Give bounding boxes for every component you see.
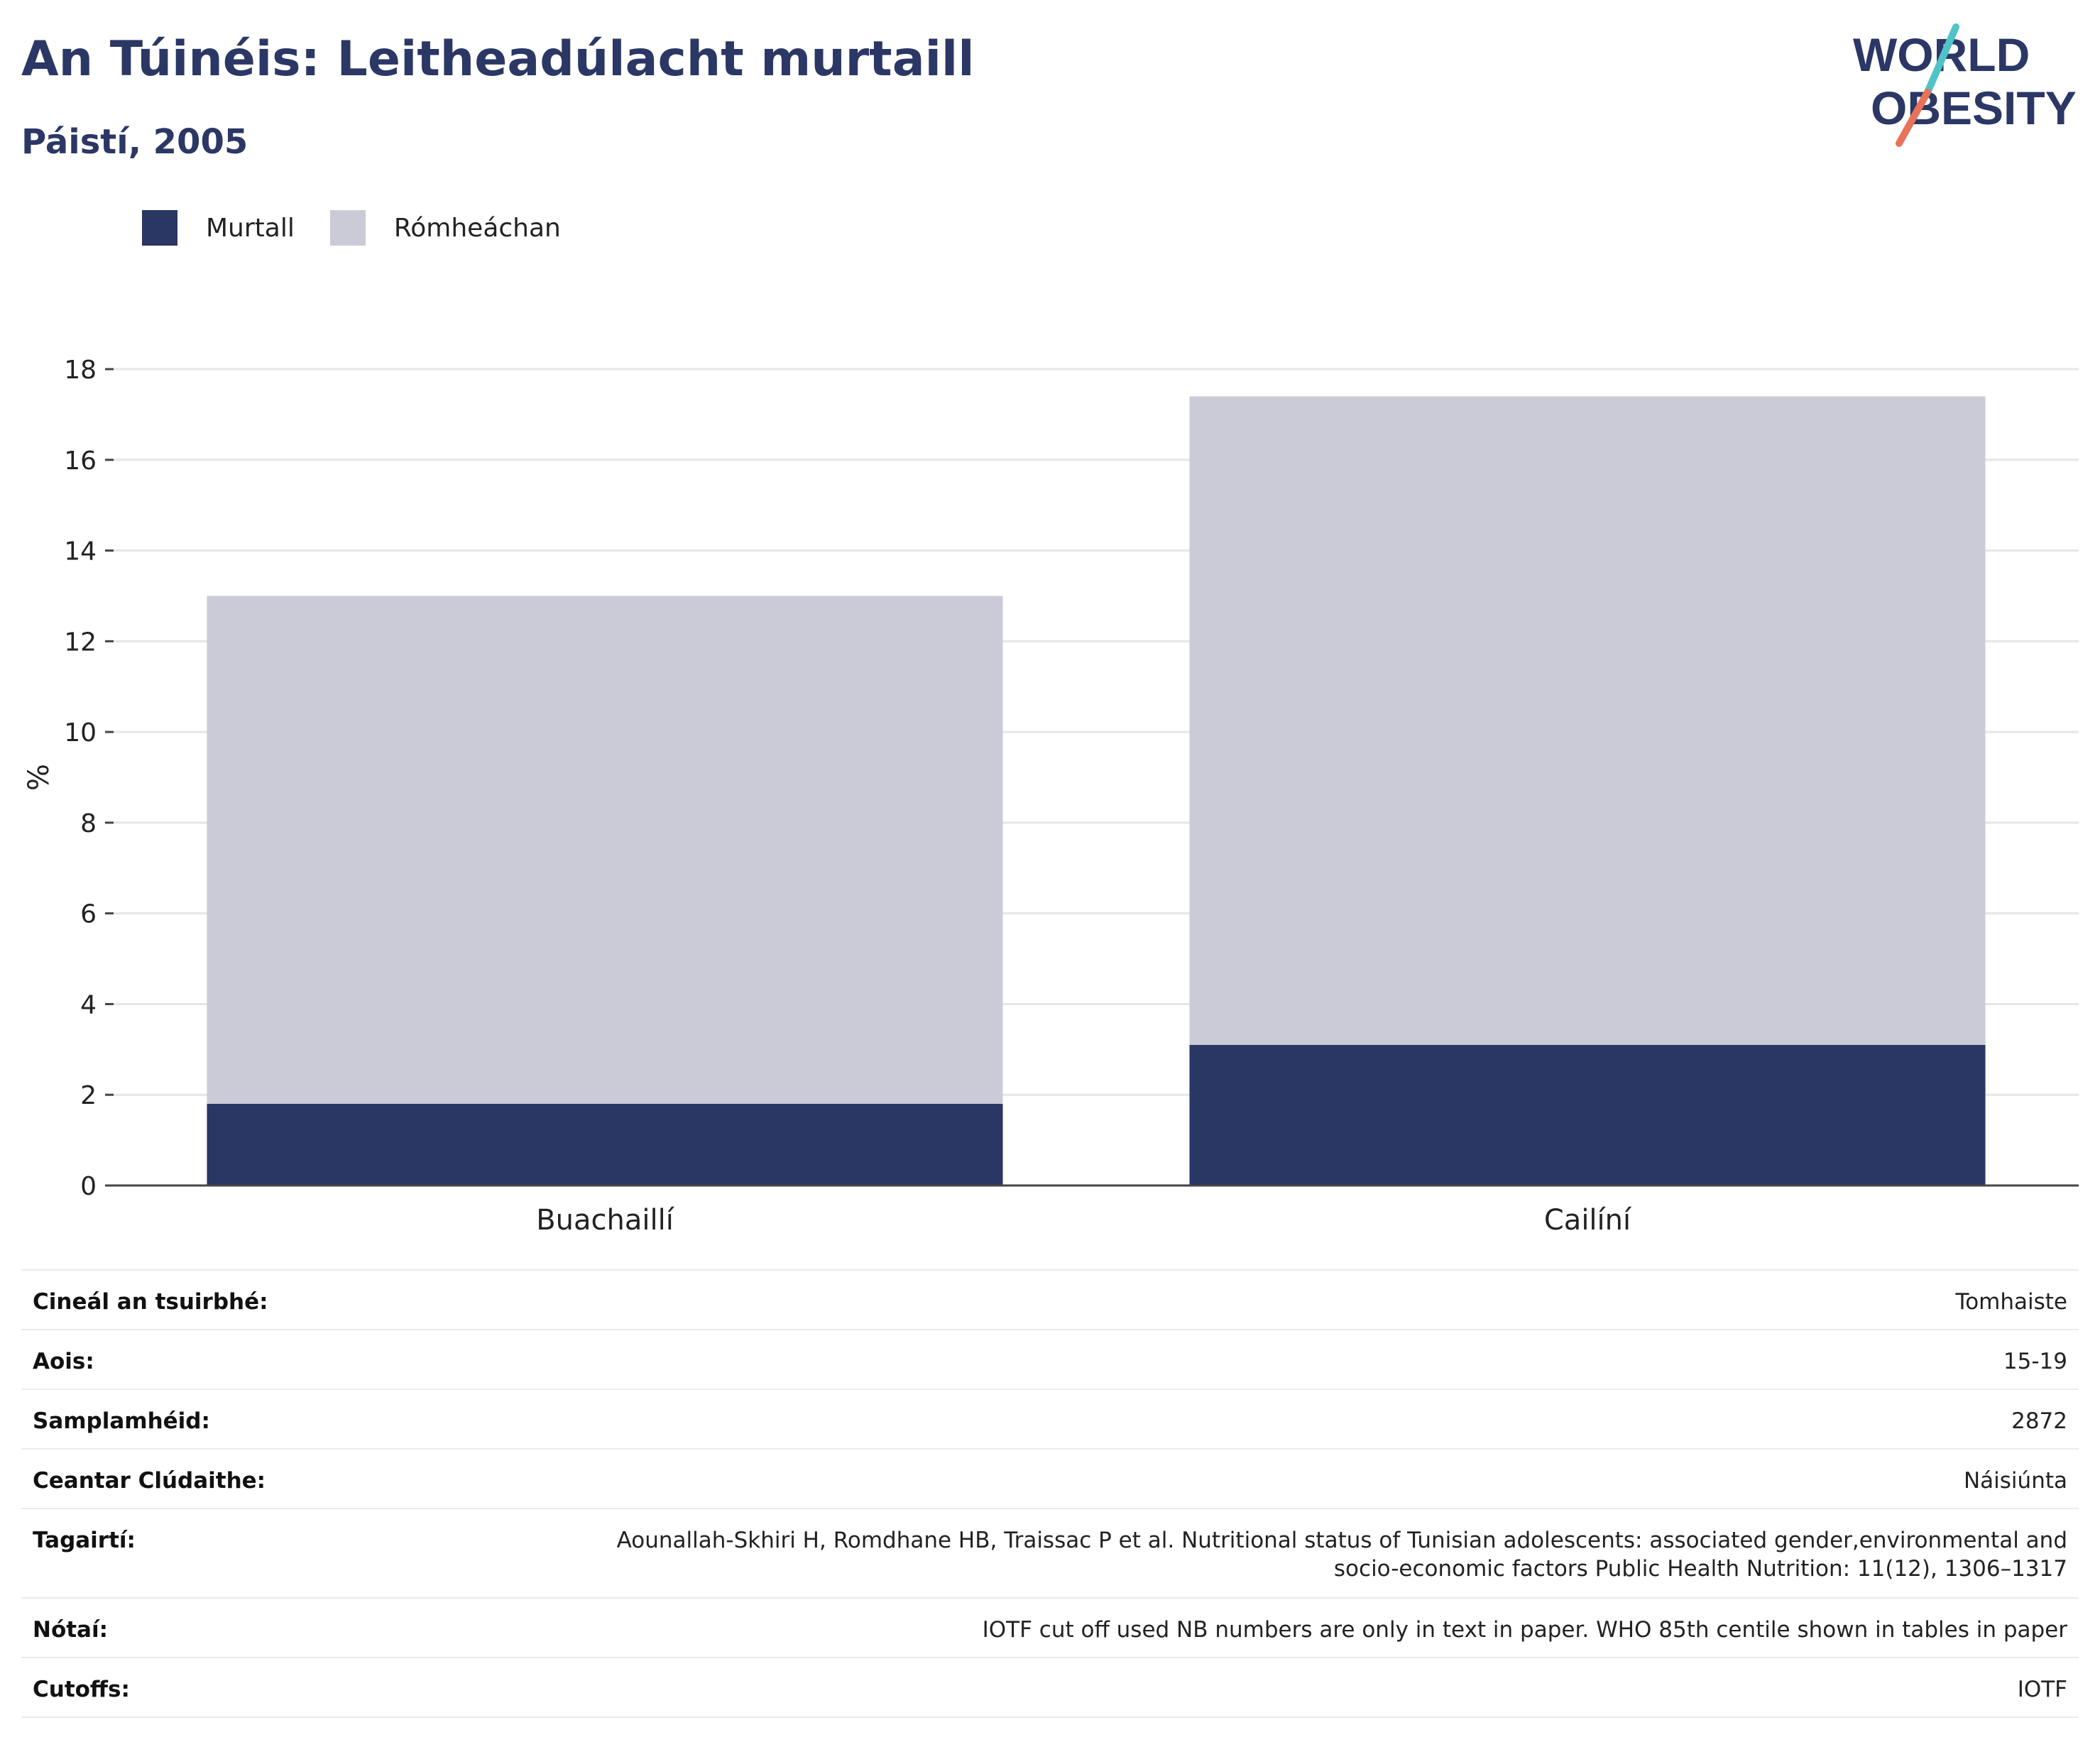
meta-row-area-covered: Ceantar Clúdaithe: Náisiúnta [21, 1450, 2079, 1509]
logo-slash-bottom [1896, 89, 1931, 147]
y-tick-label: 18 [64, 356, 97, 385]
legend-swatch-romheachan [329, 210, 366, 246]
y-tick-label: 10 [64, 718, 97, 747]
metadata-table: Cineál an tsuirbhé: Tomhaiste Aois: 15-1… [21, 1269, 2079, 1718]
meta-value: IOTF [2017, 1677, 2067, 1702]
y-tick-label: 8 [80, 809, 97, 838]
meta-value: Tomhaiste [1955, 1289, 2067, 1315]
legend-item-murtall[interactable]: Murtall [142, 210, 295, 246]
bar-murtall-0 [207, 1104, 1003, 1185]
meta-value: Aounallah-Skhiri H, Romdhane HB, Traissa… [616, 1528, 2067, 1582]
meta-row-references: Tagairtí: Aounallah-Skhiri H, Romdhane H… [21, 1509, 2079, 1599]
meta-label: Cutoffs: [33, 1677, 130, 1702]
meta-row-age: Aois: 15-19 [21, 1330, 2079, 1390]
x-tick-label: Cailíní [1544, 1204, 1632, 1237]
y-tick-label: 14 [64, 537, 97, 566]
legend-swatch-murtall [142, 210, 177, 246]
logo-slash-top [1924, 23, 1959, 96]
chart-title: An Túinéis: Leitheadúlacht murtaill [21, 31, 975, 87]
meta-value: 15-19 [2003, 1349, 2067, 1374]
meta-label: Cineál an tsuirbhé: [33, 1289, 268, 1315]
y-tick-label: 12 [64, 628, 97, 657]
meta-label: Ceantar Clúdaithe: [33, 1468, 266, 1494]
meta-row-cutoffs: Cutoffs: IOTF [21, 1658, 2079, 1718]
meta-label: Tagairtí: [33, 1528, 136, 1553]
y-tick-label: 16 [64, 447, 97, 476]
meta-value: Náisiúnta [1963, 1468, 2067, 1494]
stacked-bar-chart: 0 2 4 6 8 10 12 14 16 18% Buachaillí Cailíní [23, 356, 2079, 1237]
y-tick-label: 0 [80, 1172, 97, 1201]
y-tick-label: 2 [80, 1081, 97, 1110]
bar-romheachan-1 [1189, 396, 1986, 1045]
logo-line2: OBESITY [1871, 82, 2077, 134]
legend-item-romheachan[interactable]: Rómheáchan [329, 210, 561, 246]
legend-label-murtall: Murtall [206, 213, 295, 243]
meta-label: Samplamhéid: [33, 1408, 210, 1434]
meta-row-sample-size: Samplamhéid: 2872 [21, 1390, 2079, 1450]
y-tick-label: 6 [80, 900, 97, 929]
meta-label: Aois: [33, 1349, 94, 1374]
chart-subtitle: Páistí, 2005 [21, 122, 248, 162]
y-axis-title: % [23, 764, 55, 791]
meta-label: Nótaí: [33, 1617, 109, 1643]
world-obesity-logo: WORLD OBESITY [1853, 23, 2077, 147]
legend-label-romheachan: Rómheáchan [393, 213, 561, 243]
meta-value: IOTF cut off used NB numbers are only in… [982, 1617, 2067, 1643]
meta-row-survey-type: Cineál an tsuirbhé: Tomhaiste [21, 1271, 2079, 1330]
bar-murtall-1 [1189, 1044, 1986, 1185]
y-tick-label: 4 [80, 990, 97, 1019]
x-tick-label: Buachaillí [536, 1204, 675, 1237]
bar-romheachan-0 [207, 596, 1003, 1104]
meta-value: 2872 [2011, 1408, 2067, 1434]
chart-legend: Murtall Rómheáchan [142, 210, 596, 246]
meta-row-notes: Nótaí: IOTF cut off used NB numbers are … [21, 1599, 2079, 1658]
